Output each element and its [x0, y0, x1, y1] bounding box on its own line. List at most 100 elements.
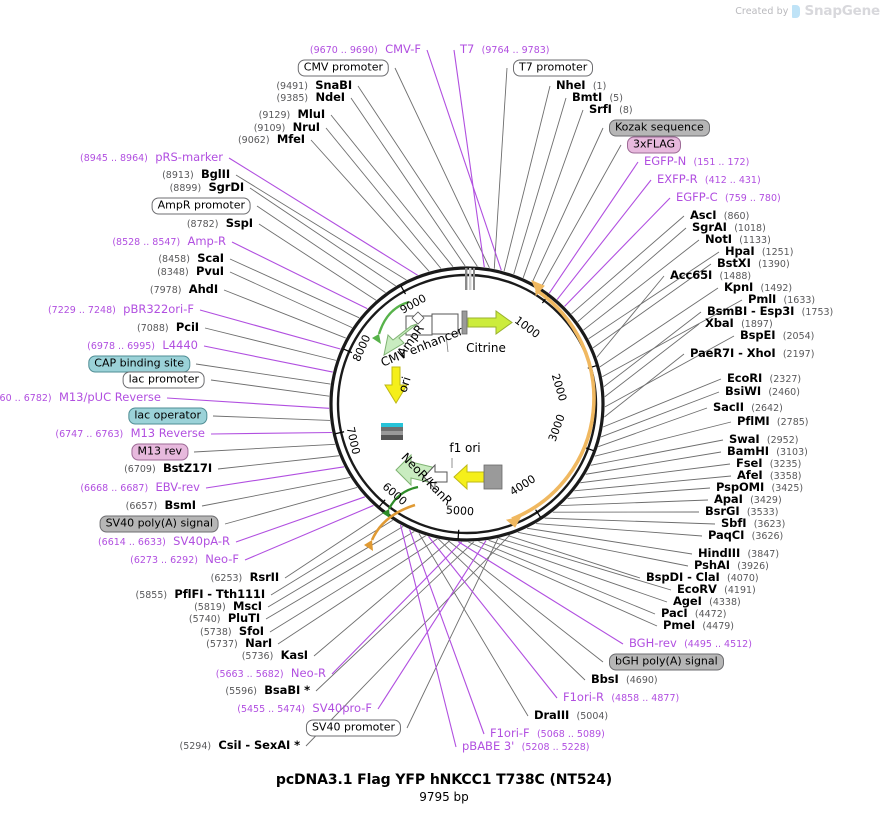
feature-stripes [381, 423, 403, 440]
primer-name: EGFP-N [644, 154, 687, 168]
feature-badge-sv40-poly-a-signal: SV40 poly(A) signal [99, 515, 219, 533]
sequence-position: (7229 .. 7248) [47, 305, 116, 316]
enzyme-label-pcii: (7088) PciI [137, 321, 199, 335]
badge-label: 3xFLAG [627, 136, 682, 154]
feature-badge-lac-operator: lac operator [128, 407, 207, 425]
enzyme-label-bsmbi-esp3i: BsmBI - Esp3I (1753) [707, 305, 833, 319]
sequence-position: (5455 .. 5474) [237, 704, 306, 715]
enzyme-label-scai: (8458) ScaI [158, 252, 224, 266]
sequence-position: (6614 .. 6633) [97, 537, 166, 548]
enzyme-name: HpaI [725, 244, 755, 258]
enzyme-name: Acc65I [670, 268, 713, 282]
enzyme-label-paci: PacI (4472) [661, 607, 726, 621]
enzyme-name: XbaI [705, 316, 734, 330]
ruler-tick-5000: 5000 [445, 503, 475, 519]
sequence-position: (5740) [188, 614, 221, 625]
ruler-tick-1000: 1000 [512, 313, 543, 342]
primer-name: CMV-F [385, 42, 421, 56]
primer-label-egfp-n: EGFP-N (151 .. 172) [644, 155, 749, 169]
sequence-position: (1390) [758, 259, 790, 270]
enzyme-name: BamHI [727, 444, 769, 458]
badge-label: SV40 poly(A) signal [99, 515, 219, 533]
sequence-position: (860) [723, 211, 750, 222]
sequence-position: (4472) [694, 609, 727, 620]
primer-label-sv40pro-f: (5455 .. 5474) SV40pro-F [237, 702, 372, 716]
sequence-position: (412 .. 431) [704, 175, 761, 186]
enzyme-label-pflmi: PflMI (2785) [737, 415, 809, 429]
enzyme-name: SgrAI [692, 220, 727, 234]
feature-badge-ampr-promoter: AmpR promoter [151, 197, 251, 215]
page-title: pcDNA3.1 Flag YFP hNKCC1 T738C (NT524) [275, 772, 613, 788]
enzyme-name: SacII [713, 400, 744, 414]
sequence-position: (4479) [702, 621, 734, 632]
primer-name: F1ori-F [490, 726, 530, 740]
sequence-position: (3926) [737, 561, 769, 572]
feature-badge-cap-binding-site: CAP binding site [88, 355, 190, 373]
backbone-reverse-arc [364, 503, 416, 551]
primer-label-pbr322ori-f: (7229 .. 7248) pBR322ori-F [48, 303, 194, 317]
ruler-tick-8000: 8000 [350, 332, 374, 364]
enzyme-label-sacii: SacII (2642) [713, 401, 783, 415]
enzyme-label-csii-sexai-: (5294) CsiI - SexAI * [180, 739, 301, 753]
badge-label: lac promoter [122, 371, 205, 389]
enzyme-name: PflMI [737, 414, 770, 428]
enzyme-name: PvuI [196, 264, 224, 278]
enzyme-name: AscI [690, 208, 717, 222]
ruler-tick-3000: 3000 [546, 412, 569, 443]
ruler-tick-4000: 4000 [507, 472, 538, 499]
sequence-position: (4858 .. 4877) [611, 693, 680, 704]
enzyme-name: MluI [297, 107, 326, 121]
primer-name: EBV-rev [155, 480, 200, 494]
enzyme-label-bsiwi: BsiWI (2460) [725, 385, 800, 399]
enzyme-name: BstZ17I [162, 461, 212, 475]
ruler-tick-6000: 6000 [379, 479, 410, 508]
sequence-position: (9670 .. 9690) [309, 45, 378, 56]
enzyme-label-pvui: (8348) PvuI [157, 265, 224, 279]
sequence-position: (8) [619, 105, 633, 116]
feature-citrine [461, 310, 513, 335]
sequence-position: (2197) [782, 349, 815, 360]
primer-name: F1ori-R [563, 690, 605, 704]
primer-label-m13-reverse: (6747 .. 6763) M13 Reverse [55, 427, 205, 441]
enzyme-name: BsrGI [705, 504, 740, 518]
enzyme-name: CsiI - SexAI * [218, 738, 300, 752]
enzyme-name: SfoI [238, 624, 264, 638]
sequence-position: (6253) [210, 573, 243, 584]
enzyme-label-swai: SwaI (2952) [729, 433, 798, 447]
enzyme-name: NarI [245, 636, 272, 650]
primer-label-sv40pa-r: (6614 .. 6633) SV40pA-R [98, 535, 230, 549]
enzyme-name: AhdI [188, 282, 218, 296]
enzyme-name: ScaI [197, 251, 224, 265]
primer-name: M13/pUC Reverse [58, 390, 161, 404]
badge-label: CMV promoter [297, 59, 389, 77]
enzyme-label-bstxi: BstXI (1390) [717, 257, 790, 271]
enzyme-label-nhei: NheI (1) [556, 79, 606, 93]
badge-label: AmpR promoter [151, 197, 251, 215]
enzyme-name: BsmI [164, 498, 197, 512]
feature-label-f1-ori: f1 ori [449, 441, 481, 455]
sequence-position: (2327) [769, 374, 802, 385]
title-block: pcDNA3.1 Flag YFP hNKCC1 T738C (NT524) 9… [0, 772, 888, 804]
enzyme-label-srfi: SrfI (8) [589, 103, 633, 117]
plasmid-backbone-circle [329, 266, 605, 542]
sequence-position: (5736) [241, 651, 274, 662]
enzyme-label-kasi: (5736) KasI [242, 649, 308, 663]
enzyme-label-xbai: XbaI (1897) [705, 317, 773, 331]
enzyme-label-msci: (5819) MscI [194, 600, 262, 614]
enzyme-name: AgeI [673, 594, 702, 608]
enzyme-name: FseI [736, 456, 763, 470]
primer-name: pRS-marker [155, 150, 223, 164]
enzyme-name: ApaI [714, 492, 743, 506]
sequence-position: (6668 .. 6687) [80, 483, 149, 494]
enzyme-label-nrui: (9109) NruI [254, 121, 320, 135]
enzyme-name: BmtI [572, 90, 603, 104]
primer-name: EXFP-R [657, 172, 698, 186]
sequence-position: (1488) [719, 271, 752, 282]
sequence-position: (2785) [776, 417, 809, 428]
enzyme-label-nari: (5737) NarI [206, 637, 272, 651]
enzyme-name: NdeI [315, 90, 345, 104]
feature-badge-cmv-promoter: CMV promoter [297, 59, 389, 77]
primer-name: pBABE 3' [462, 739, 515, 753]
sequence-position: (6760 .. 6782) [0, 393, 52, 404]
sequence-position: (3847) [747, 549, 780, 560]
